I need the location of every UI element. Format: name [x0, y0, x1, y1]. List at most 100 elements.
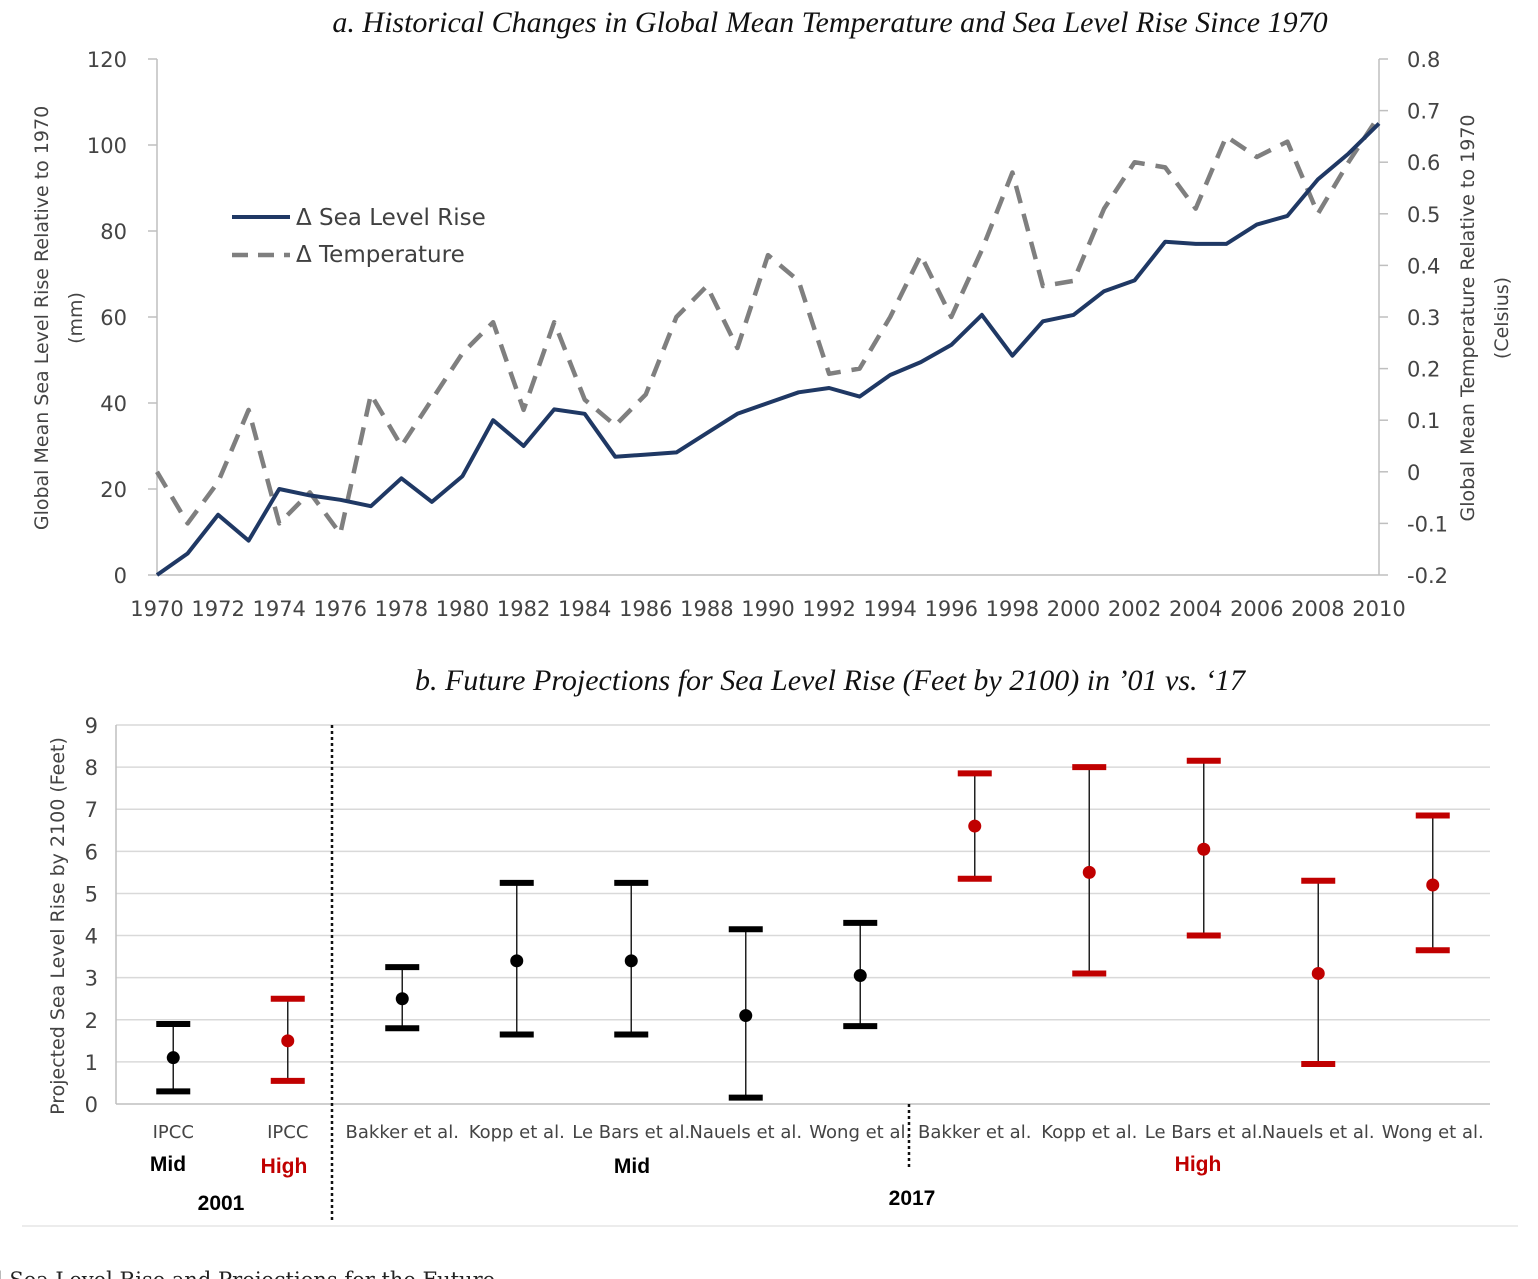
chart-a-left-tick-label: 20 [100, 478, 127, 502]
chart-b-category-label: Le Bars et al. [572, 1122, 690, 1143]
chart-a-x-ticks: 1970 1972 1974 1976 1978 1980 1982 1984 1986 1988… [130, 597, 1405, 621]
error-bar-mid-point [739, 1009, 753, 1023]
chart-a-left-axis-label: Global Mean Sea Level Rise Relative to 1… [31, 106, 87, 530]
chart-a-right-tick-label: 0.3 [1407, 306, 1440, 330]
chart-a-left-axis-label-line2: (mm) [65, 292, 87, 344]
chart-b-y-axis-label-text: Projected Sea Level Rise by 2100 (Feet) [47, 737, 69, 1115]
sea-level-series-line [155, 122, 1381, 577]
error-bar-high [1415, 812, 1450, 954]
chart-a-right-axis-label-line1: Global Mean Temperature Relative to 1970 [1457, 115, 1479, 522]
chart-a-x-tick-label: 2000 [1047, 597, 1100, 621]
chart-a-legend: Δ Sea Level Rise Δ Temperature [232, 205, 486, 268]
error-bar-high [1072, 764, 1107, 977]
error-bar-mid-point [510, 954, 524, 968]
chart-a-right-tick-label: 0 [1407, 461, 1420, 485]
chart-a-x-tick-label: 1982 [497, 597, 550, 621]
error-bar-mid-point [1082, 865, 1096, 879]
chart-a-right-axis-label-line2: (Celsius) [1491, 277, 1513, 359]
group-label-year-2001: 2001 [198, 1192, 245, 1215]
temperature-series-line [155, 114, 1381, 536]
chart-b-gridlines [116, 724, 1490, 1063]
chart-b-category-label: Nauels et al. [689, 1122, 802, 1143]
chart-b-y-tick-label: 8 [85, 756, 98, 780]
chart-a-right-axis-label: Global Mean Temperature Relative to 1970… [1457, 115, 1513, 522]
chart-a-x-tick-label: 1990 [741, 597, 794, 621]
chart-b-error-bars [156, 757, 1450, 1101]
error-bar-mid-point [1311, 966, 1325, 980]
chart-a-x-tick-label: 1992 [802, 597, 855, 621]
chart-b-category-label: Wong et al. [1382, 1122, 1484, 1143]
chart-a-right-tick-label: -0.2 [1407, 564, 1448, 588]
legend-temperature-label: Δ Temperature [296, 242, 465, 268]
chart-b-category-label: Kopp et al. [469, 1122, 565, 1143]
chart-a-x-tick-label: 1974 [252, 597, 305, 621]
chart-a-right-tick-label: 0.2 [1407, 358, 1440, 382]
chart-a-x-tick-label: 2002 [1108, 597, 1161, 621]
chart-a-left-tick-label: 0 [114, 564, 127, 588]
chart-b-y-tick-label: 3 [85, 967, 98, 991]
chart-b-y-tick-label: 4 [85, 925, 98, 949]
chart-a-x-tick-label: 1978 [375, 597, 428, 621]
chart-b-category-label: Bakker et al. [346, 1122, 459, 1143]
chart-a-title: a. Historical Changes in Global Mean Tem… [332, 6, 1327, 39]
chart-a-right-tick-label: 0.4 [1407, 254, 1440, 278]
error-bar-mid [499, 879, 534, 1038]
chart-b-category-label: Wong et al. [809, 1122, 911, 1143]
chart-a-right-tick-label: -0.1 [1407, 512, 1448, 536]
chart-a-left-tick-label: 40 [100, 392, 127, 416]
error-bar-high [1301, 877, 1336, 1067]
chart-a-x-tick-label: 1970 [130, 597, 183, 621]
chart-a-x-tick-label: 1986 [619, 597, 672, 621]
chart-b-category-label: Bakker et al. [918, 1122, 1031, 1143]
chart-b-category-label: IPCC [267, 1122, 308, 1143]
chart-a-right-tick-label: 0.6 [1407, 151, 1440, 175]
chart-a-x-tick-label: 1972 [191, 597, 244, 621]
group-label-ipcc-mid: Mid [150, 1153, 186, 1176]
error-bar-high [1186, 757, 1221, 939]
chart-b-y-tick-label: 6 [85, 840, 98, 864]
chart-a-x-tick-label: 1976 [314, 597, 367, 621]
chart-a-right-tick-label: 0.8 [1407, 48, 1440, 72]
error-bar-mid-point [281, 1034, 295, 1048]
chart-b-category-label: IPCC [153, 1122, 194, 1143]
chart-a-x-tick-label: 2008 [1291, 597, 1344, 621]
chart-a-left-tick-label: 100 [87, 134, 127, 158]
chart-b-y-tick-label: 0 [85, 1093, 98, 1117]
error-bar-mid-point [395, 992, 409, 1006]
group-label-2017-high: High [1175, 1153, 1222, 1176]
error-bar-mid [156, 1020, 191, 1095]
chart-b-projections: b. Future Projections for Sea Level Rise… [47, 664, 1490, 1222]
chart-a-left-tick-label: 60 [100, 306, 127, 330]
chart-a-x-tick-label: 1988 [680, 597, 733, 621]
chart-a-right-tick-label: 0.1 [1407, 409, 1440, 433]
chart-a-left-tick-label: 80 [100, 220, 127, 244]
chart-b-y-axis-label: Projected Sea Level Rise by 2100 (Feet) [47, 737, 69, 1115]
chart-b-y-tick-label: 7 [85, 798, 98, 822]
error-bar-high [270, 995, 305, 1084]
chart-a-x-tick-label: 1996 [925, 597, 978, 621]
group-label-year-2017: 2017 [889, 1187, 936, 1210]
chart-a-x-tick-label: 1998 [986, 597, 1039, 621]
chart-b-category-label: Kopp et al. [1041, 1122, 1137, 1143]
error-bar-mid-point [853, 969, 867, 983]
chart-a-left-y-ticks: 0 20 40 60 80 100 120 [87, 48, 157, 588]
error-bar-mid-point [1197, 842, 1211, 856]
figure-caption: l Sea Level Rise and Projections for the… [0, 1268, 495, 1279]
chart-b-title: b. Future Projections for Sea Level Rise… [415, 664, 1247, 697]
chart-a-x-tick-label: 2010 [1352, 597, 1405, 621]
error-bar-mid-point [1426, 878, 1440, 892]
chart-b-y-tick-label: 1 [85, 1051, 98, 1075]
chart-b-y-tick-label: 5 [85, 882, 98, 906]
error-bar-mid-point [624, 954, 638, 968]
chart-a-x-tick-label: 2004 [1169, 597, 1222, 621]
chart-b-y-ticks: 0 1 2 3 4 5 6 7 8 9 [85, 714, 98, 1117]
chart-a-left-tick-label: 120 [87, 48, 127, 72]
error-bar-mid-point [166, 1051, 180, 1065]
chart-b-category-label: Nauels et al. [1262, 1122, 1375, 1143]
error-bar-mid [843, 919, 878, 1030]
chart-b-category-label: Le Bars et al. [1145, 1122, 1263, 1143]
error-bar-mid [385, 964, 420, 1032]
group-label-ipcc-high: High [261, 1155, 308, 1178]
chart-a-left-axis-label-line1: Global Mean Sea Level Rise Relative to 1… [31, 106, 53, 530]
